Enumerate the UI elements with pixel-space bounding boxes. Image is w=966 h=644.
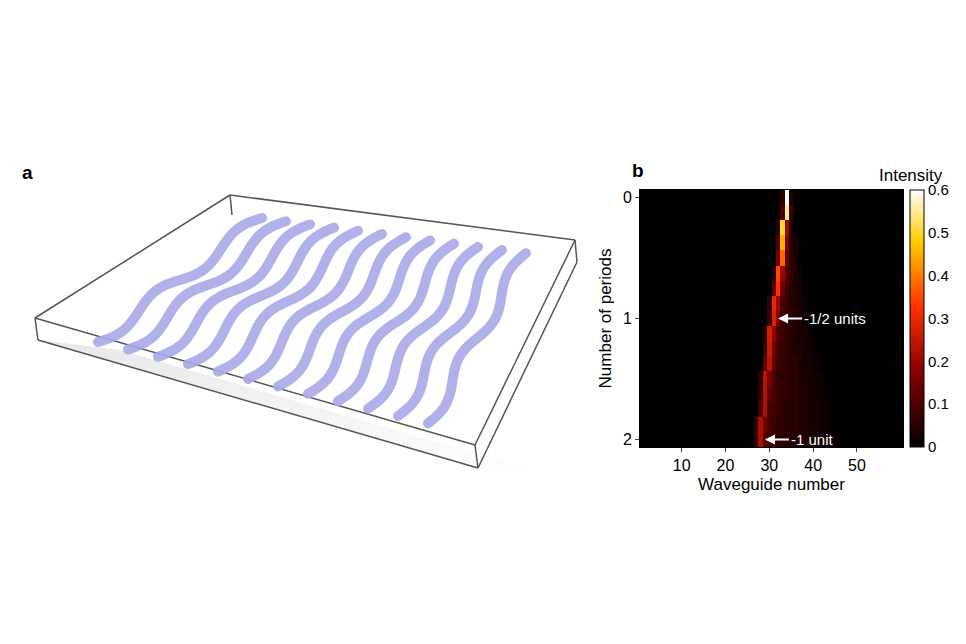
html-text:a: a [22, 162, 33, 183]
svg-text:0.4: 0.4 [928, 267, 949, 284]
svg-text:Intensity: Intensity [879, 166, 943, 185]
svg-text:50: 50 [848, 457, 866, 474]
svg-text:0.1: 0.1 [928, 395, 949, 412]
svg-text:30: 30 [760, 457, 778, 474]
svg-text:Number of periods: Number of periods [596, 249, 615, 389]
svg-text:20: 20 [717, 457, 735, 474]
svg-text:40: 40 [804, 457, 822, 474]
svg-text:0: 0 [623, 189, 632, 206]
svg-text:-1/2 units: -1/2 units [804, 310, 866, 327]
svg-text:0.5: 0.5 [928, 224, 949, 241]
svg-text:0.2: 0.2 [928, 353, 949, 370]
svg-text:2: 2 [623, 431, 632, 448]
svg-text:Waveguide number: Waveguide number [698, 475, 845, 494]
svg-text:0.3: 0.3 [928, 310, 949, 327]
svg-text:0: 0 [928, 438, 936, 455]
svg-text:1: 1 [623, 310, 632, 327]
svg-text:0.6: 0.6 [928, 181, 949, 198]
svg-text:10: 10 [673, 457, 691, 474]
svg-text:-1 unit: -1 unit [791, 431, 834, 448]
html-text:b: b [632, 160, 644, 181]
